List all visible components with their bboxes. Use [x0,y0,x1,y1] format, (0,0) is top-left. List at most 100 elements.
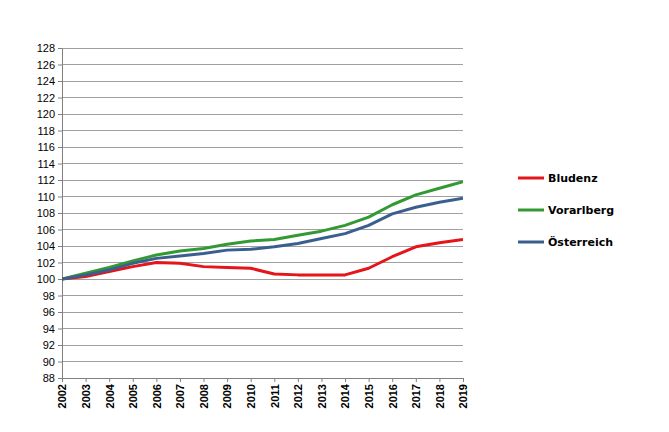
x-tick: 2015 [363,378,375,408]
tick-label: 122 [37,92,55,104]
tick-label: 2006 [151,384,163,408]
tick-label: 2008 [198,384,210,408]
x-tick: 2014 [339,378,351,408]
tick-mark [58,312,62,313]
tick-mark [58,147,62,148]
x-tick: 2004 [104,378,116,408]
tick-mark [58,131,62,132]
tick-mark [204,378,205,382]
legend-swatch [518,177,544,180]
tick-label: 2012 [292,384,304,408]
tick-mark [156,378,157,382]
tick-mark [133,378,134,382]
tick-label: 94 [43,323,55,335]
y-axis: 8890929496981001021041061081101121141161… [37,42,63,384]
grid-line [62,147,463,148]
tick-mark [58,164,62,165]
tick-mark [439,378,440,382]
tick-label: 102 [37,257,55,269]
x-tick: 2012 [292,378,304,408]
grid-line [62,312,463,313]
y-tick: 128 [37,42,62,54]
x-tick: 2005 [127,378,139,408]
grid-line [62,163,463,164]
series-line [62,182,463,279]
legend-swatch [518,241,544,244]
tick-label: 2002 [56,384,68,408]
y-tick: 108 [37,207,62,219]
tick-mark [58,98,62,99]
x-tick: 2006 [151,378,163,408]
x-tick: 2019 [457,378,469,408]
grid-line [62,328,463,329]
x-tick: 2011 [269,378,281,408]
tick-label: 2007 [174,384,186,408]
y-tick: 126 [37,59,62,71]
tick-label: 88 [43,372,55,384]
tick-label: 98 [43,290,55,302]
grid-line [62,180,463,181]
grid-line [62,229,463,230]
tick-label: 108 [37,207,55,219]
tick-label: 128 [37,42,55,54]
x-tick: 2013 [316,378,328,408]
tick-mark [58,296,62,297]
tick-label: 92 [43,339,55,351]
grid-line [62,246,463,247]
tick-mark [251,378,252,382]
tick-mark [58,263,62,264]
series-lines [62,182,463,279]
x-tick: 2002 [56,378,68,408]
legend-entry: Österreich [518,235,613,249]
tick-label: 126 [37,59,55,71]
grid-line [62,64,463,65]
x-tick: 2003 [80,378,92,408]
tick-mark [58,279,62,280]
tick-mark [274,378,275,382]
tick-label: 90 [43,356,55,368]
y-tick: 96 [43,306,62,318]
tick-mark [321,378,322,382]
legend-label: Vorarlberg [548,204,614,217]
x-tick: 2017 [410,378,422,408]
y-tick: 90 [43,356,62,368]
tick-mark [227,378,228,382]
grid-line [62,295,463,296]
grid-line [62,130,463,131]
y-tick: 98 [43,290,62,302]
x-tick: 2018 [434,378,446,408]
legend-entry: Bludenz [518,172,598,185]
legend-label: Bludenz [548,172,598,185]
tick-mark [58,246,62,247]
tick-label: 2015 [363,384,375,408]
series-line [62,239,463,279]
tick-label: 2005 [127,384,139,408]
x-tick: 2007 [174,378,186,408]
tick-label: 2011 [269,384,281,408]
y-tick: 114 [37,158,62,170]
tick-label: 104 [37,240,55,252]
grid-line [62,213,463,214]
grid-line [62,345,463,346]
chart: 8890929496981001021041061081101121141161… [0,0,669,432]
plot: 8890929496981001021041061081101121141161… [37,42,470,408]
tick-label: 2003 [80,384,92,408]
y-tick: 110 [37,191,62,203]
tick-label: 118 [37,125,55,137]
grid-line [62,378,463,379]
y-tick: 106 [37,224,62,236]
tick-label: 116 [37,141,55,153]
y-tick: 122 [37,92,62,104]
tick-mark [298,378,299,382]
tick-mark [58,180,62,181]
legend-label: Österreich [548,235,613,249]
legend-swatch [518,209,544,212]
tick-label: 120 [37,108,55,120]
tick-label: 2009 [221,384,233,408]
y-tick: 94 [43,323,62,335]
grid-line [62,361,463,362]
tick-mark [392,378,393,382]
x-tick: 2009 [221,378,233,408]
tick-mark [109,378,110,382]
y-tick: 100 [37,273,62,285]
